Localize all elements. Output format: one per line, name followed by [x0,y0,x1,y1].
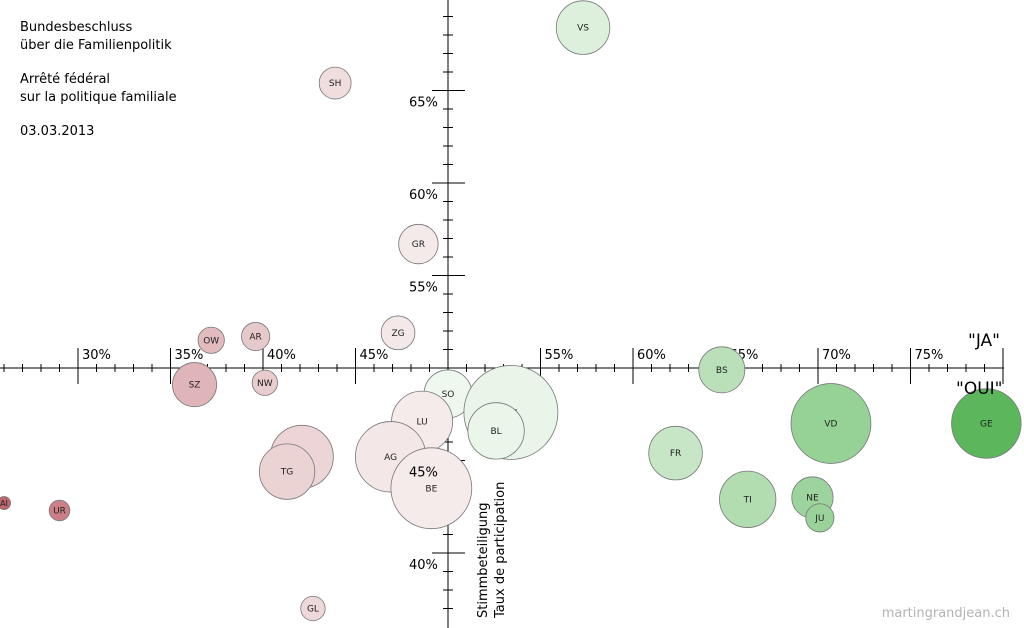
chart-title: Bundesbeschluss über die Familienpolitik… [20,19,177,141]
bubble-label-ai: AI [0,499,8,508]
x-tick-label: 70% [822,348,851,363]
bubble-label-ge: GE [980,420,993,430]
bubble-sh [318,66,352,100]
x-tick-label: 75% [915,348,944,363]
bubble-label-fr: FR [670,449,681,459]
y-tick-label: 40% [409,558,438,573]
bubble-fr [648,425,703,481]
x-axis-label-de: "JA" [968,331,1000,351]
bubble-vs [555,0,611,55]
bubble-ju [805,503,835,533]
bubble-nw [251,369,278,396]
bubble-label-bl: BL [490,427,501,437]
y-axis-label: Stimmbeteiligung Taux de participation [475,482,509,618]
bubble-label-ne: NE [806,494,819,504]
bubble-zg [380,315,416,351]
bubble-label-ow: OW [203,336,219,346]
bubble-label-zg: ZG [391,329,404,339]
title-de-line-2: über die Familienpolitik [20,38,172,53]
title-fr-line-1: Arrêté fédéral [20,72,111,87]
bubble-label-be: BE [425,484,437,494]
x-tick-label: 55% [545,348,574,363]
bubble-gl [300,595,326,622]
bubble-label-gr: GR [412,240,425,250]
bubble-ai [0,496,11,511]
y-axis-label-de: Stimmbeteiligung [476,502,491,618]
bubble-label-sh: SH [329,79,341,89]
bubble-label-ti: TI [743,495,752,505]
bubble-label-bs: BS [716,366,728,376]
bubble-gr [398,223,439,265]
bubble-label-ur: UR [53,506,66,516]
y-tick-label: 45% [409,466,438,481]
bubble-bs [698,346,746,394]
watermark: martingrandjean.ch [881,606,1010,621]
bubble-label-so: SO [442,390,455,400]
y-tick-label: 55% [409,281,438,296]
vote-date: 03.03.2013 [20,124,95,139]
x-axis-label-fr: "OUI" [956,379,1003,399]
bubble-ti [719,470,777,528]
y-axis-label-fr: Taux de participation [493,481,508,618]
title-de-line-1: Bundesbeschluss [20,20,133,35]
bubble-ur [48,499,71,522]
bubble-ar [241,322,271,352]
bubble-label-tg: TG [280,468,293,478]
bubble-be [390,447,473,530]
y-tick-label: 60% [409,188,438,203]
bubble-tg [258,443,316,500]
x-tick-label: 40% [267,348,296,363]
x-tick-label: 45% [360,348,389,363]
bubble-label-ag: AG [384,453,397,463]
bubble-ow [197,326,225,354]
bubble-label-vd: VD [824,420,837,430]
bubble-label-gl: GL [307,605,319,615]
bubble-ge [951,388,1022,459]
bubble-label-ju: JU [814,514,824,524]
bubble-bl [467,402,525,460]
bubble-label-lu: LU [417,418,428,428]
bubble-vd [790,383,872,464]
bubble-label-nw: NW [257,379,273,389]
x-tick-label: 30% [82,348,111,363]
title-fr-line-2: sur la politique familiale [20,90,177,105]
x-tick-label: 60% [637,348,666,363]
x-tick-label: 35% [175,348,204,363]
bubble-label-vs: VS [577,24,589,34]
bubble-label-ar: AR [249,333,261,343]
y-tick-label: 65% [409,96,438,111]
bubble-label-sz: SZ [189,381,201,391]
bubble-sz [172,362,218,408]
